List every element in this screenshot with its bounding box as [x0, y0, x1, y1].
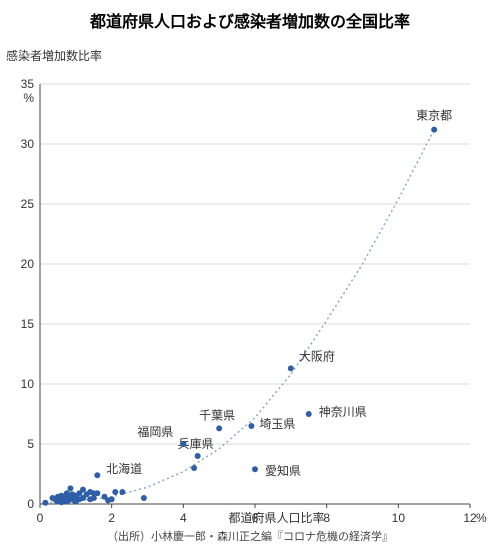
x-axis-unit: %	[476, 511, 487, 524]
y-tick-label: 25	[21, 197, 35, 211]
data-point-label: 神奈川県	[319, 405, 367, 419]
x-axis-label: 都道府県人口比率	[228, 510, 324, 524]
x-tick-label: 0	[37, 511, 44, 524]
data-point	[191, 465, 197, 471]
data-point	[87, 496, 93, 502]
x-tick-label: 4	[180, 511, 187, 524]
data-point-label: 愛知県	[265, 464, 301, 478]
data-point	[141, 495, 147, 501]
y-tick-label: 15	[21, 317, 35, 331]
y-axis-label: 感染者増加数比率	[6, 48, 102, 63]
chart-source: （出所）小林慶一郎・森川正之編『コロナ危機の経済学』	[0, 528, 500, 544]
data-point-label: 北海道	[106, 461, 142, 476]
data-point	[195, 453, 201, 459]
y-tick-label: 20	[21, 257, 35, 271]
data-point	[119, 489, 125, 495]
data-point	[102, 494, 108, 500]
chart-container: 都道府県人口および感染者増加数の全国比率 感染者増加数比率05101520253…	[0, 0, 500, 541]
x-tick-label: 10	[392, 511, 406, 524]
data-point	[112, 489, 118, 495]
y-tick-label: 0	[27, 497, 34, 511]
data-point-label: 大阪府	[299, 348, 335, 363]
data-point	[306, 411, 312, 417]
chart-title: 都道府県人口および感染者増加数の全国比率	[0, 0, 500, 34]
data-point	[50, 495, 56, 501]
data-point	[42, 500, 48, 506]
data-point	[252, 466, 258, 472]
data-point	[431, 127, 437, 133]
y-axis-unit: %	[23, 91, 34, 105]
trend-curve	[45, 130, 434, 503]
data-point	[216, 425, 222, 431]
x-tick-label: 2	[108, 511, 115, 524]
x-tick-label: 12	[463, 511, 477, 524]
data-point	[67, 485, 73, 491]
y-tick-label: 5	[27, 437, 34, 451]
data-point-label: 東京都	[416, 109, 452, 123]
data-point-label: 千葉県	[199, 408, 235, 422]
scatter-chart-svg: 感染者増加数比率05101520253035%024681012%都道府県人口比…	[0, 34, 500, 524]
data-point-label: 福岡県	[137, 424, 173, 439]
y-tick-label: 10	[21, 377, 35, 391]
data-point	[94, 472, 100, 478]
data-point-label: 埼玉県	[259, 417, 295, 431]
data-point	[248, 423, 254, 429]
data-point	[180, 441, 186, 447]
y-tick-label: 35	[21, 77, 35, 91]
y-tick-label: 30	[21, 137, 35, 151]
data-point	[288, 365, 294, 371]
